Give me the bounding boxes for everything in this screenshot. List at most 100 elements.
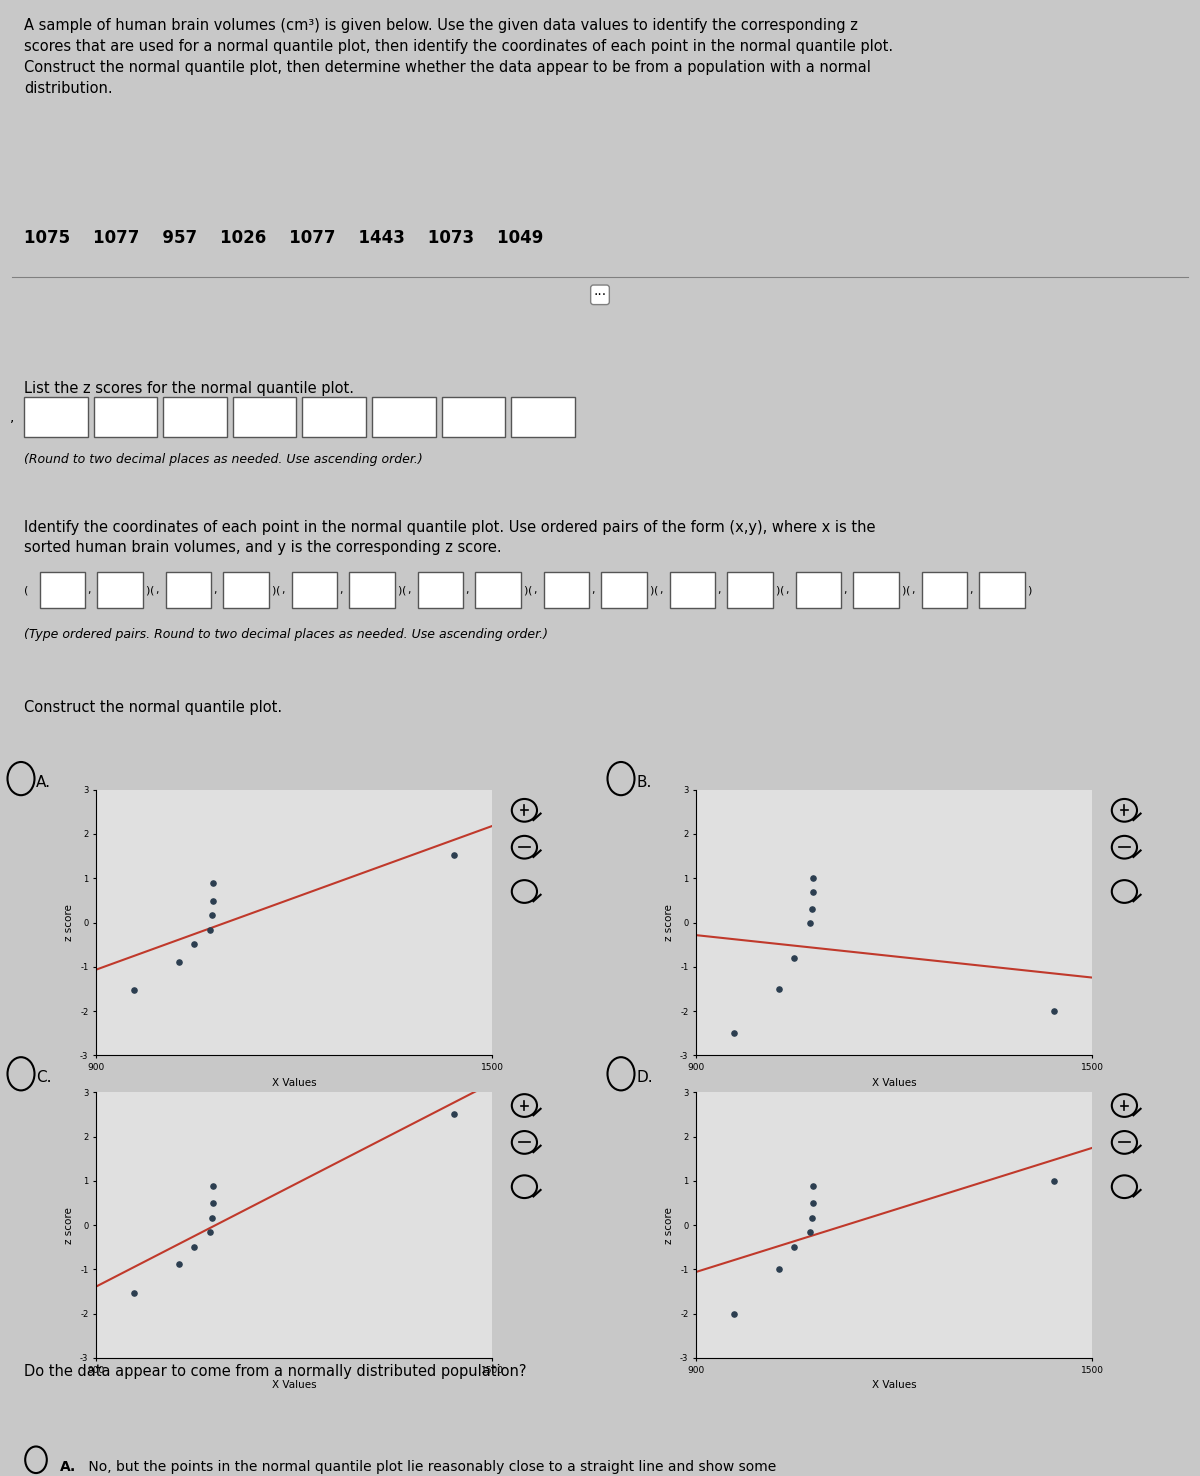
Text: ,: ,: [340, 584, 343, 595]
Point: [445, 1103, 464, 1126]
Point: [185, 1235, 204, 1259]
Text: ,: ,: [10, 410, 14, 424]
Text: A.: A.: [36, 775, 50, 790]
Text: (: (: [780, 584, 785, 595]
Point: [445, 843, 464, 866]
Text: ,: ,: [155, 584, 158, 595]
Point: [202, 903, 221, 927]
Text: ,: ,: [911, 584, 914, 595]
Text: ···: ···: [594, 288, 606, 301]
Text: ): ): [901, 584, 906, 595]
FancyBboxPatch shape: [922, 573, 967, 608]
Text: ,: ,: [659, 584, 662, 595]
Point: [800, 911, 820, 934]
Point: [203, 1191, 222, 1215]
Text: ,: ,: [88, 584, 91, 595]
FancyBboxPatch shape: [475, 573, 521, 608]
FancyBboxPatch shape: [418, 573, 463, 608]
Text: Do the data appear to come from a normally distributed population?: Do the data appear to come from a normal…: [24, 1364, 527, 1379]
FancyBboxPatch shape: [372, 397, 436, 437]
Point: [203, 889, 222, 912]
Text: (: (: [150, 584, 155, 595]
Point: [803, 880, 822, 903]
Point: [803, 1191, 822, 1215]
X-axis label: X Values: X Values: [871, 1077, 917, 1088]
FancyBboxPatch shape: [601, 573, 647, 608]
Text: (Round to two decimal places as needed. Use ascending order.): (Round to two decimal places as needed. …: [24, 453, 422, 466]
Text: (Type ordered pairs. Round to two decimal places as needed. Use ascending order.: (Type ordered pairs. Round to two decima…: [24, 629, 548, 641]
Point: [200, 1221, 220, 1244]
Text: Construct the normal quantile plot.: Construct the normal quantile plot.: [24, 700, 282, 714]
Text: A.: A.: [60, 1460, 77, 1473]
Text: (: (: [528, 584, 533, 595]
Point: [769, 1258, 788, 1281]
FancyBboxPatch shape: [166, 573, 211, 608]
FancyBboxPatch shape: [349, 573, 395, 608]
Text: (: (: [906, 584, 911, 595]
FancyBboxPatch shape: [24, 397, 88, 437]
Point: [803, 866, 822, 890]
Point: [769, 977, 788, 1001]
Y-axis label: z score: z score: [65, 905, 74, 940]
Y-axis label: z score: z score: [665, 1207, 674, 1243]
X-axis label: X Values: X Values: [271, 1077, 317, 1088]
Point: [724, 1302, 743, 1325]
Text: Identify the coordinates of each point in the normal quantile plot. Use ordered : Identify the coordinates of each point i…: [24, 521, 876, 555]
Point: [1045, 999, 1064, 1023]
Point: [802, 1206, 821, 1230]
FancyBboxPatch shape: [302, 397, 366, 437]
Text: D.: D.: [636, 1070, 653, 1085]
Text: ): ): [649, 584, 654, 595]
Text: ,: ,: [844, 584, 847, 595]
Point: [802, 897, 821, 921]
X-axis label: X Values: X Values: [271, 1380, 317, 1390]
Text: ): ): [775, 584, 780, 595]
Point: [724, 1021, 743, 1045]
Text: ,: ,: [592, 584, 595, 595]
FancyBboxPatch shape: [796, 573, 841, 608]
Point: [202, 1206, 221, 1230]
Text: ,: ,: [214, 584, 217, 595]
FancyBboxPatch shape: [97, 573, 143, 608]
FancyBboxPatch shape: [511, 397, 575, 437]
Point: [800, 1221, 820, 1244]
Text: ,: ,: [281, 584, 284, 595]
Text: No, but the points in the normal quantile plot lie reasonably close to a straigh: No, but the points in the normal quantil…: [84, 1460, 776, 1476]
Text: ): ): [523, 584, 528, 595]
FancyBboxPatch shape: [163, 397, 227, 437]
FancyBboxPatch shape: [979, 573, 1025, 608]
Text: (: (: [654, 584, 659, 595]
FancyBboxPatch shape: [670, 573, 715, 608]
FancyBboxPatch shape: [727, 573, 773, 608]
FancyBboxPatch shape: [40, 573, 85, 608]
Text: (: (: [276, 584, 281, 595]
Text: ,: ,: [407, 584, 410, 595]
FancyBboxPatch shape: [442, 397, 505, 437]
Point: [124, 1281, 143, 1305]
Text: (: (: [402, 584, 407, 595]
Text: ,: ,: [718, 584, 721, 595]
Text: ): ): [1027, 584, 1032, 595]
Text: ,: ,: [785, 584, 788, 595]
Point: [124, 979, 143, 1002]
FancyBboxPatch shape: [223, 573, 269, 608]
Point: [169, 1253, 188, 1277]
FancyBboxPatch shape: [94, 397, 157, 437]
Text: C.: C.: [36, 1070, 52, 1085]
Point: [200, 918, 220, 942]
Point: [185, 933, 204, 956]
Point: [203, 1173, 222, 1197]
Text: 1075    1077    957    1026    1077    1443    1073    1049: 1075 1077 957 1026 1077 1443 1073 1049: [24, 229, 544, 246]
Y-axis label: z score: z score: [665, 905, 674, 940]
Text: ): ): [145, 584, 150, 595]
FancyBboxPatch shape: [544, 573, 589, 608]
Text: ): ): [271, 584, 276, 595]
Point: [203, 871, 222, 894]
Text: List the z scores for the normal quantile plot.: List the z scores for the normal quantil…: [24, 381, 354, 396]
FancyBboxPatch shape: [292, 573, 337, 608]
Y-axis label: z score: z score: [65, 1207, 74, 1243]
Point: [1045, 1169, 1064, 1193]
Point: [785, 1235, 804, 1259]
Text: ,: ,: [533, 584, 536, 595]
Point: [803, 1173, 822, 1197]
